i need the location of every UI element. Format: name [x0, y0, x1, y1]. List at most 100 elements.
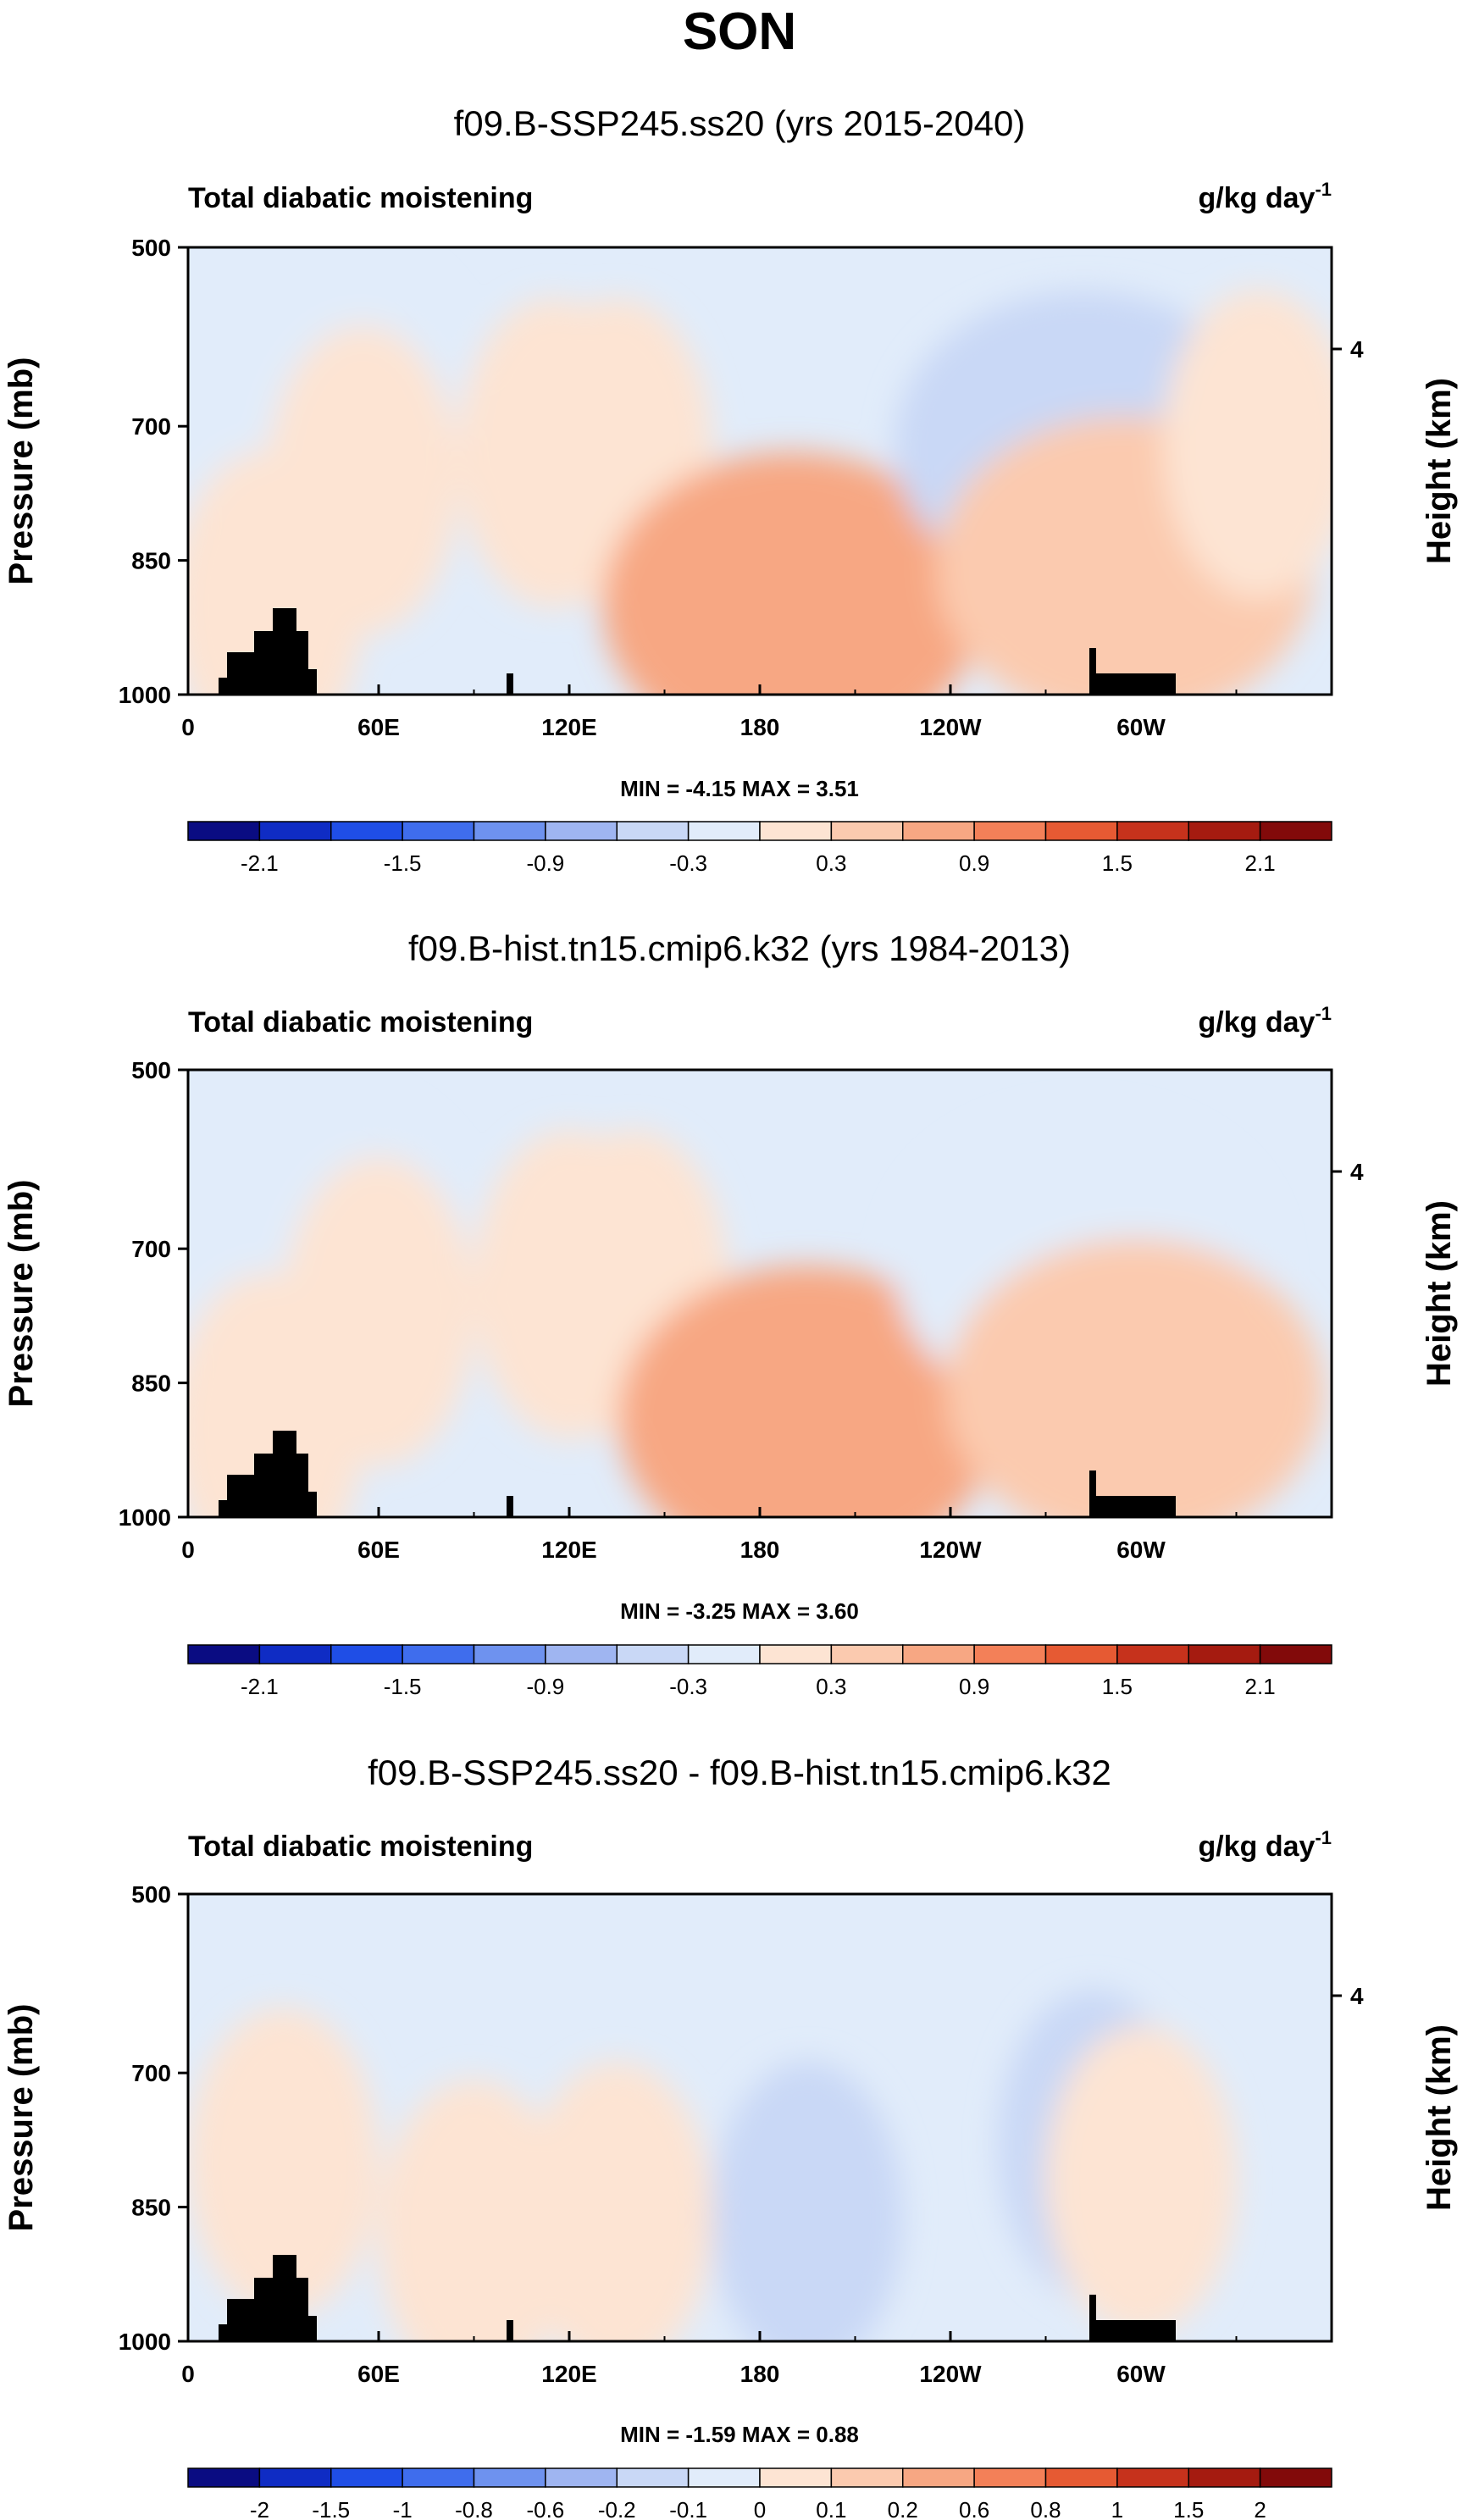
panel-3-terrain-africa — [219, 2255, 317, 2341]
panel-2-terrain — [219, 1431, 1176, 1517]
panel-2-colorbar-label-0: -2.1 — [241, 1674, 279, 1699]
panel-1-colorbar-label-4: 0.3 — [816, 850, 846, 876]
panel-3-terrain-andes — [1089, 2295, 1176, 2341]
panel-3-colorbar-box-5 — [545, 2467, 618, 2488]
panel-1-ytick-label-3: 1000 — [119, 682, 171, 708]
panel-2-y2tick-label-0: 4 — [1350, 1159, 1364, 1185]
panel-2-colorbar-box-14 — [1188, 1644, 1261, 1664]
panel-3-axes: 500 700 850 1000 0 60E 120E 180 120W 60W 4 Pressure… — [3, 1881, 1458, 2387]
panel-1-left-label: Total diabatic moistening — [188, 182, 533, 214]
panel-1-xtick-label-5: 60W — [1116, 714, 1166, 740]
panel-2-colorbar-box-3 — [402, 1644, 475, 1664]
panel-2-colorbar: -2.1 -1.5 -0.9 -0.3 0.3 0.9 1.5 2.1 — [187, 1644, 1332, 1699]
panel-1-ytick-label-0: 500 — [131, 235, 171, 261]
panel-3-colorbar-label-14: 2 — [1254, 2497, 1266, 2520]
panel-3-contour-3-level-1 — [521, 2061, 713, 2341]
panel-2-xtick-label-1: 60E — [357, 1537, 400, 1563]
panel-3-contour-1-level-1 — [188, 2008, 379, 2318]
panel-3-ytick-label-2: 850 — [131, 2195, 171, 2221]
panel-2-colorbar-box-11 — [973, 1644, 1047, 1664]
panel-3-colorbar-label-11: 0.8 — [1030, 2497, 1061, 2520]
panel-3-colorbar-box-4 — [473, 2467, 546, 2488]
panel-1-ytick-label-1: 700 — [131, 413, 171, 440]
panel-1-terrain-indonesia — [507, 673, 513, 695]
panel-1-colorbar-box-12 — [1044, 821, 1118, 841]
panel-3-colorbar-box-8 — [759, 2467, 833, 2488]
panel-3-terrain-indonesia — [507, 2320, 513, 2341]
panel-1-terrain-africa — [219, 608, 317, 695]
panel-1-contour-field — [188, 247, 1332, 695]
panel-1-xtick-label-4: 120W — [919, 714, 982, 740]
panel-3-colorbar-label-13: 1.5 — [1173, 2497, 1204, 2520]
panel-2-ytick-label-0: 500 — [131, 1057, 171, 1083]
panel-2-xtick-label-0: 0 — [181, 1537, 195, 1563]
panel-2-stats: MIN = -3.25 MAX = 3.60 — [620, 1598, 859, 1624]
panel-2-units-exponent: -1 — [1315, 1003, 1332, 1024]
panel-1-colorbar: -2.1 -1.5 -0.9 -0.3 0.3 0.9 1.5 2.1 — [187, 821, 1332, 876]
panel-3-terrain — [219, 2255, 1176, 2341]
panel-1-colorbar-label-2: -0.9 — [526, 850, 564, 876]
panel-3-colorbar-box-2 — [330, 2467, 403, 2488]
panel-2-colorbar-label-1: -1.5 — [384, 1674, 422, 1699]
panel-1-terrain-andes — [1089, 648, 1176, 695]
panel-2-xtick-label-3: 180 — [740, 1537, 780, 1563]
panel-1-colorbar-box-15 — [1259, 821, 1332, 841]
panel-1-terrain — [219, 608, 1176, 695]
panel-3-plot-area — [188, 1894, 1332, 2341]
panel-3-colorbar-box-13 — [1116, 2467, 1189, 2488]
panel-3-colorbar-box-12 — [1044, 2467, 1118, 2488]
panel-1-stats: MIN = -4.15 MAX = 3.51 — [620, 776, 859, 801]
panel-1-colorbar-label-1: -1.5 — [384, 850, 422, 876]
panel-2-units-label: g/kg day-1 — [1199, 1003, 1332, 1038]
panel-3-colorbar-label-4: -0.6 — [526, 2497, 564, 2520]
panel-2-colorbar-label-6: 1.5 — [1102, 1674, 1133, 1699]
panel-1-plot-area — [188, 247, 1332, 695]
panel-1-colorbar-box-3 — [402, 821, 475, 841]
panel-3-colorbar-box-11 — [973, 2467, 1047, 2488]
panel-2-colorbar-label-2: -0.9 — [526, 1674, 564, 1699]
panel-3-xtick-label-3: 180 — [740, 2361, 780, 2387]
panel-1-colorbar-box-5 — [545, 821, 618, 841]
panel-3-xtick-label-1: 60E — [357, 2361, 400, 2387]
panel-2-colorbar-box-7 — [687, 1644, 761, 1664]
panel-1-colorbar-box-0 — [187, 821, 261, 841]
panel-2-colorbar-box-4 — [473, 1644, 546, 1664]
panel-2-ytick-label-1: 700 — [131, 1236, 171, 1262]
panel-3-ytick-label-1: 700 — [131, 2060, 171, 2086]
panel-2-terrain-africa — [219, 1431, 317, 1517]
panel-1-y2label: Height (km) — [1421, 378, 1458, 564]
panel-2-plot-area — [188, 1070, 1332, 1517]
panel-1-colorbar-label-3: -0.3 — [669, 850, 707, 876]
panel-2-units-text: g/kg day — [1199, 1006, 1316, 1038]
panel-2-colorbar-box-15 — [1259, 1644, 1332, 1664]
panel-3-xtick-label-5: 60W — [1116, 2361, 1166, 2387]
panel-1-colorbar-box-2 — [330, 821, 403, 841]
panel-1-colorbar-label-5: 0.9 — [959, 850, 989, 876]
panel-3-colorbar-label-3: -0.8 — [455, 2497, 493, 2520]
panel-3-left-label: Total diabatic moistening — [188, 1830, 533, 1863]
panel-1-contour-4-level-1 — [602, 451, 981, 695]
panel-2-colorbar-box-0 — [187, 1644, 261, 1664]
panel-1-units-label: g/kg day-1 — [1199, 179, 1332, 214]
panel-2-colorbar-box-5 — [545, 1644, 618, 1664]
panel-2-subtitle: f09.B-hist.tn15.cmip6.k32 (yrs 1984-2013… — [408, 928, 1071, 968]
panel-3-stats: MIN = -1.59 MAX = 0.88 — [620, 2422, 859, 2447]
panel-2-contour-4-level-1 — [618, 1266, 997, 1517]
panel-3-colorbar-box-6 — [616, 2467, 690, 2488]
panel-3-colorbar-box-9 — [830, 2467, 904, 2488]
panel-2-colorbar-box-10 — [902, 1644, 975, 1664]
panel-1-units-exponent: -1 — [1315, 179, 1332, 200]
panel-3-colorbar-box-0 — [187, 2467, 261, 2488]
panel-3-ytick-label-3: 1000 — [119, 2329, 171, 2355]
panel-2-contour-7-level-1 — [188, 1273, 363, 1517]
panel-2-contour-field — [188, 1077, 1324, 1517]
panel-3-y2tick-label-0: 4 — [1350, 1983, 1364, 2009]
panel-1-xtick-label-2: 120E — [541, 714, 596, 740]
panel-2-xtick-label-4: 120W — [919, 1537, 982, 1563]
panel-3-contour-5-level-1 — [1045, 2025, 1237, 2335]
panel-1-xtick-label-0: 0 — [181, 714, 195, 740]
panel-2-colorbar-label-4: 0.3 — [816, 1674, 846, 1699]
panel-1-colorbar-box-11 — [973, 821, 1047, 841]
panel-1-axes: 500 700 850 1000 0 60E 120E 180 120W 60W 4 Pressure… — [3, 235, 1458, 740]
